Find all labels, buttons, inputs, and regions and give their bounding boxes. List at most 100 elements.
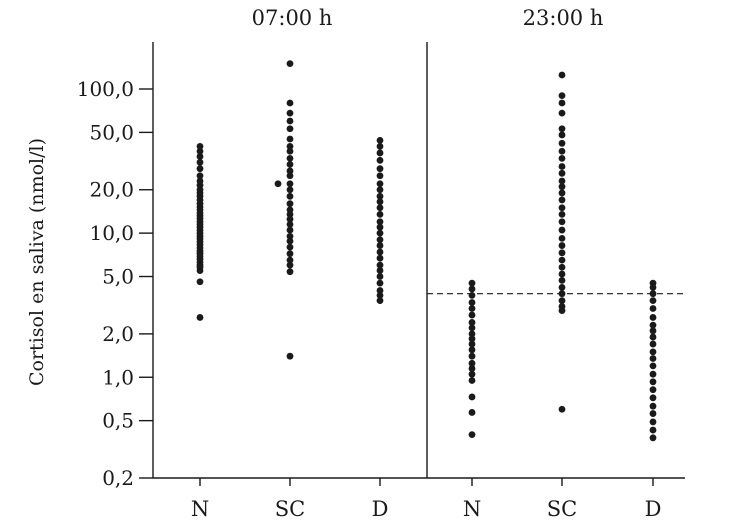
data-point [558,189,566,197]
data-point [376,192,384,200]
data-point [286,60,294,68]
data-point [558,163,566,170]
y-tick-label: 100,0 [77,77,134,101]
data-point [558,183,566,191]
data-point [468,431,476,439]
data-point [286,220,294,228]
data-point [558,249,566,257]
panel-title: 23:00 h [523,6,604,30]
data-point [286,125,294,133]
data-point [468,324,476,332]
data-point [468,352,476,360]
data-point [468,279,476,287]
data-point [286,250,294,258]
data-point [558,196,566,204]
data-point [558,99,566,107]
data-point [649,362,657,370]
data-point [558,270,566,278]
data-point [468,299,476,306]
data-point [468,377,476,384]
data-point [286,268,294,276]
data-point [376,204,384,212]
data-point [286,147,294,155]
data-point [468,285,476,293]
panels: 07:00 h N SC D 23:00 h N SC D [191,6,685,521]
data-point [286,256,294,264]
data-point [376,297,384,305]
data-point [468,330,476,338]
data-point [649,378,657,386]
data-point [649,340,657,348]
y-tick-label: 20,0 [89,178,134,202]
data-point [468,335,476,343]
data-point [376,242,384,249]
data-point [468,365,476,372]
data-point [376,273,384,280]
data-point [468,311,476,319]
data-point [468,393,476,401]
data-point [649,333,657,341]
data-point [376,136,384,144]
data-point [376,218,384,226]
data-point [286,226,294,234]
data-point [649,386,657,394]
data-point [558,147,566,155]
x-category-label: SC [275,497,305,521]
x-category-label: N [191,497,209,521]
data-point [376,198,384,206]
data-point [376,165,384,173]
data-point [468,409,476,416]
data-point [649,418,657,426]
data-point [376,236,384,244]
x-category-label: N [463,497,481,521]
data-point [286,117,294,125]
panel-2: 23:00 h N SC D [427,6,685,521]
data-point [649,410,657,417]
data-point [196,177,204,185]
y-tick-label: 5,0 [102,265,134,289]
data-point [558,218,566,226]
y-axis-label: Cortisol en saliva (nmol/l) [26,138,48,386]
panel-1: 07:00 h N SC D [191,6,389,521]
data-point [558,226,566,234]
data-point [558,92,566,99]
data-point [558,290,566,298]
data-point [196,142,204,150]
data-point [376,210,384,218]
data-point [649,327,657,335]
data-point [649,290,657,298]
data-point [286,186,294,194]
data-point [558,234,566,242]
data-point [649,314,657,321]
data-point [376,223,384,231]
data-point [196,147,204,155]
axes [152,42,685,479]
data-point [286,135,294,143]
data-point [558,242,566,249]
data-point [468,346,476,354]
data-point [376,186,384,194]
data-point [376,287,384,294]
data-point [376,254,384,262]
data-point [558,177,566,185]
data-point [274,180,282,188]
data-point [196,172,204,180]
data-point [286,160,294,168]
data-point [286,192,294,200]
data-point [558,276,566,284]
data-point [558,303,566,310]
y-tick-label: 0,5 [102,409,134,433]
data-point [558,256,566,264]
x-category-label: D [372,497,389,521]
panel-title: 07:00 h [252,6,333,30]
data-point [376,261,384,269]
y-tick-label: 2,0 [102,322,134,346]
data-point [558,204,566,212]
data-point [196,158,204,166]
data-point [286,261,294,269]
data-point [286,142,294,150]
data-point [286,237,294,245]
y-ticks: 0,2 0,5 1,0 2,0 5,0 10,0 20,0 50,0 100,0 [77,77,153,490]
x-category-label: D [645,497,662,521]
